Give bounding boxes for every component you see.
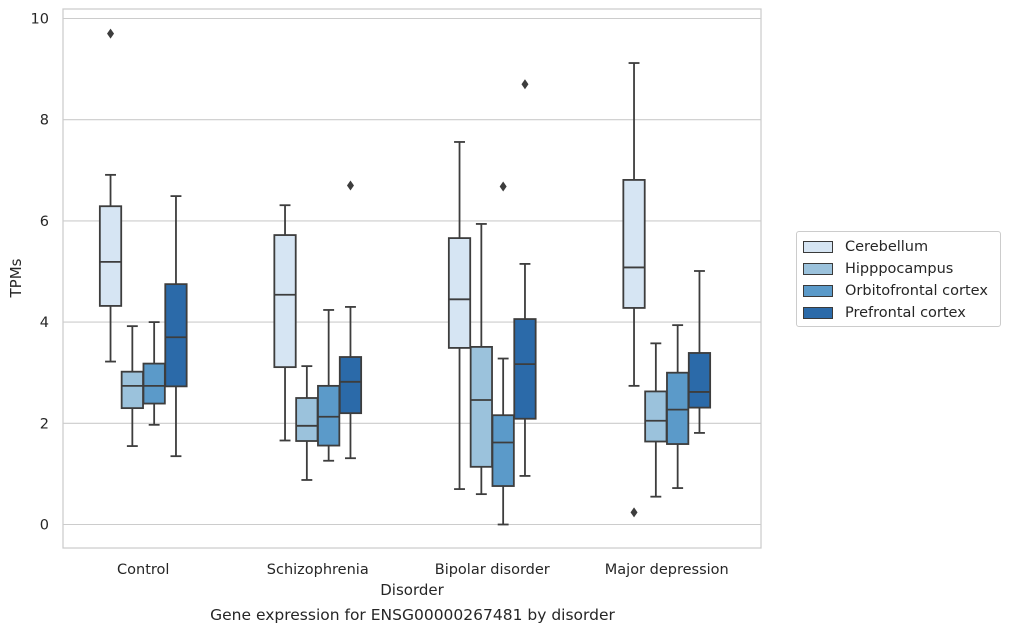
box-hipppocampus <box>644 342 668 498</box>
legend-label: Cerebellum <box>845 239 929 255</box>
chart-caption: Gene expression for ENSG00000267481 by d… <box>210 606 615 624</box>
box-cerebellum <box>98 28 123 363</box>
y-tick-label: 2 <box>40 416 49 432</box>
box-iqr <box>687 352 712 409</box>
legend-swatch <box>803 241 833 253</box>
x-tick-labels: Control Schizophrenia Bipolar disorder Majo… <box>117 562 729 578</box>
outlier-point <box>521 79 529 90</box>
box-iqr <box>644 390 668 443</box>
outlier-point <box>346 180 354 191</box>
box-iqr <box>120 370 144 410</box>
box-iqr <box>447 237 472 349</box>
x-tick-label: Major depression <box>605 562 729 578</box>
box-iqr <box>98 205 123 307</box>
x-tick-label: Control <box>117 562 169 578</box>
outlier-point <box>499 181 507 192</box>
box-iqr <box>666 371 690 445</box>
box-series <box>98 28 712 526</box>
y-tick-labels: 0 2 4 6 8 10 <box>31 12 49 534</box>
y-tick-label: 10 <box>31 12 49 28</box>
outlier-point <box>630 507 638 518</box>
box-iqr <box>491 414 515 487</box>
box-iqr <box>317 384 341 447</box>
legend-label: Orbitofrontal cortex <box>845 283 988 299</box>
box-prefrontal-cortex <box>513 79 537 477</box>
box-hipppocampus <box>469 223 493 496</box>
legend-swatch <box>803 263 833 275</box>
box-iqr <box>273 234 297 369</box>
box-iqr <box>622 179 646 309</box>
y-tick-label: 4 <box>40 315 49 331</box>
box-iqr <box>338 356 363 415</box>
box-iqr <box>164 283 188 388</box>
box-prefrontal-cortex <box>687 270 712 434</box>
x-tick-label: Bipolar disorder <box>435 562 550 578</box>
box-prefrontal-cortex <box>338 180 363 460</box>
y-tick-label: 8 <box>40 113 49 129</box>
box-iqr <box>469 345 493 468</box>
box-orbitofrontal-cortex <box>317 309 341 462</box>
box-orbitofrontal-cortex <box>142 321 166 426</box>
legend-item: Prefrontal cortex <box>803 302 1000 324</box>
box-cerebellum <box>622 62 646 518</box>
box-orbitofrontal-cortex <box>491 181 515 526</box>
x-axis-label: Disorder <box>380 581 444 599</box>
legend-item: Hipppocampus <box>803 258 1000 280</box>
legend-label: Hipppocampus <box>845 261 954 277</box>
box-orbitofrontal-cortex <box>666 324 690 489</box>
box-hipppocampus <box>120 325 144 447</box>
plot-frame <box>62 8 762 549</box>
legend-item: Orbitofrontal cortex <box>803 280 1000 302</box>
box-iqr <box>513 318 537 420</box>
box-iqr <box>142 362 166 405</box>
legend: Cerebellum Hipppocampus Orbitofrontal cort… <box>796 231 1001 327</box>
x-tick-label: Schizophrenia <box>267 562 369 578</box>
y-tick-label: 0 <box>40 518 49 534</box>
box-prefrontal-cortex <box>164 195 188 458</box>
legend-item: Cerebellum <box>803 236 1000 258</box>
box-cerebellum <box>447 141 472 490</box>
outlier-point <box>107 28 115 39</box>
legend-label: Prefrontal cortex <box>845 305 966 321</box>
y-axis-label: TPMs <box>7 258 25 298</box>
legend-swatch <box>803 307 833 319</box>
y-tick-label: 6 <box>40 214 49 230</box>
legend-swatch <box>803 285 833 297</box>
box-iqr <box>295 397 319 442</box>
box-cerebellum <box>273 204 297 442</box>
